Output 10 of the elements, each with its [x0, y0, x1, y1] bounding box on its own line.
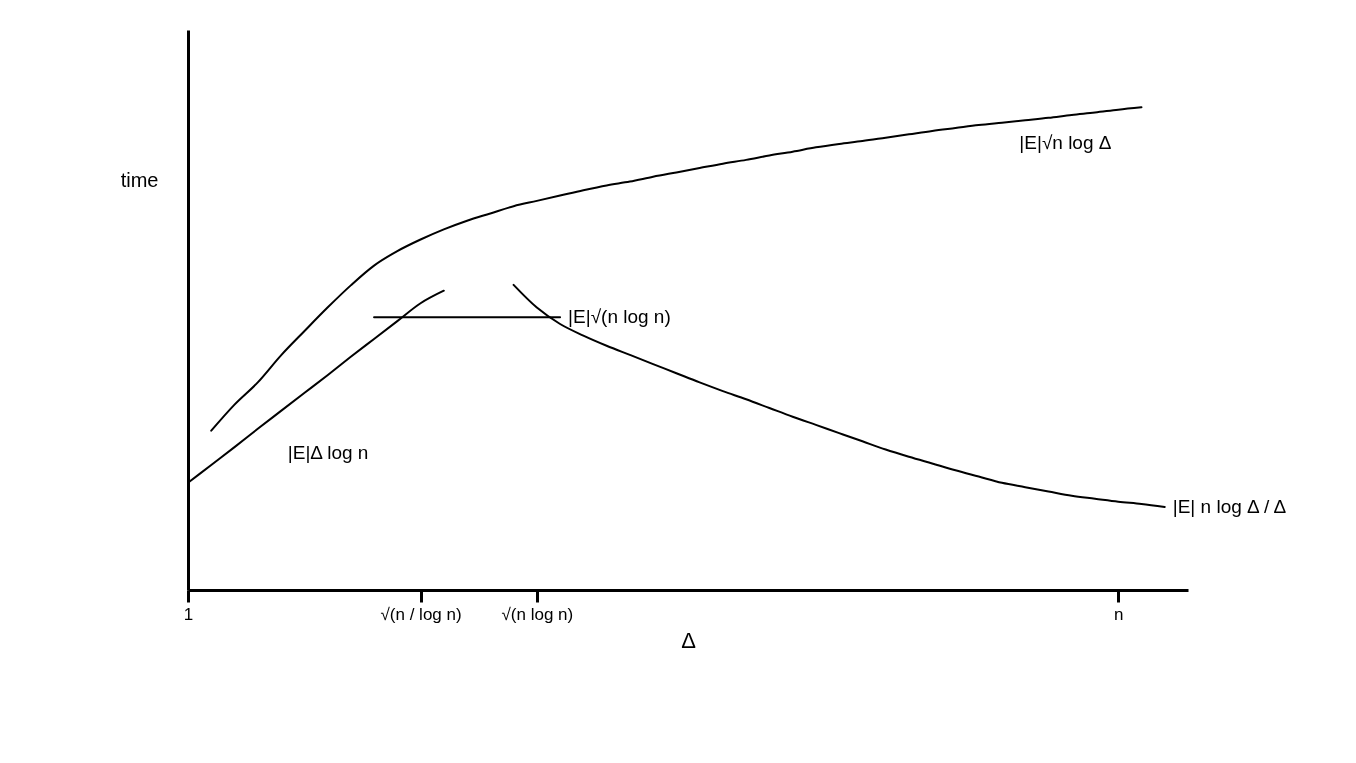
x-tick-label: n	[1114, 604, 1124, 624]
y-axis-title: time	[120, 168, 159, 191]
x-tick-label: 1	[183, 604, 194, 624]
x-axis-title: Δ	[681, 627, 697, 653]
series-label: |E|√(n log n)	[568, 306, 671, 328]
x-tick-label: √(n / log n)	[380, 604, 462, 624]
series-label: |E|√n log Δ	[1019, 132, 1112, 154]
x-tick-label: √(n log n)	[501, 604, 574, 624]
series-label: |E|Δ log n	[287, 441, 369, 463]
series-label: |E| n log Δ / Δ	[1172, 495, 1287, 517]
